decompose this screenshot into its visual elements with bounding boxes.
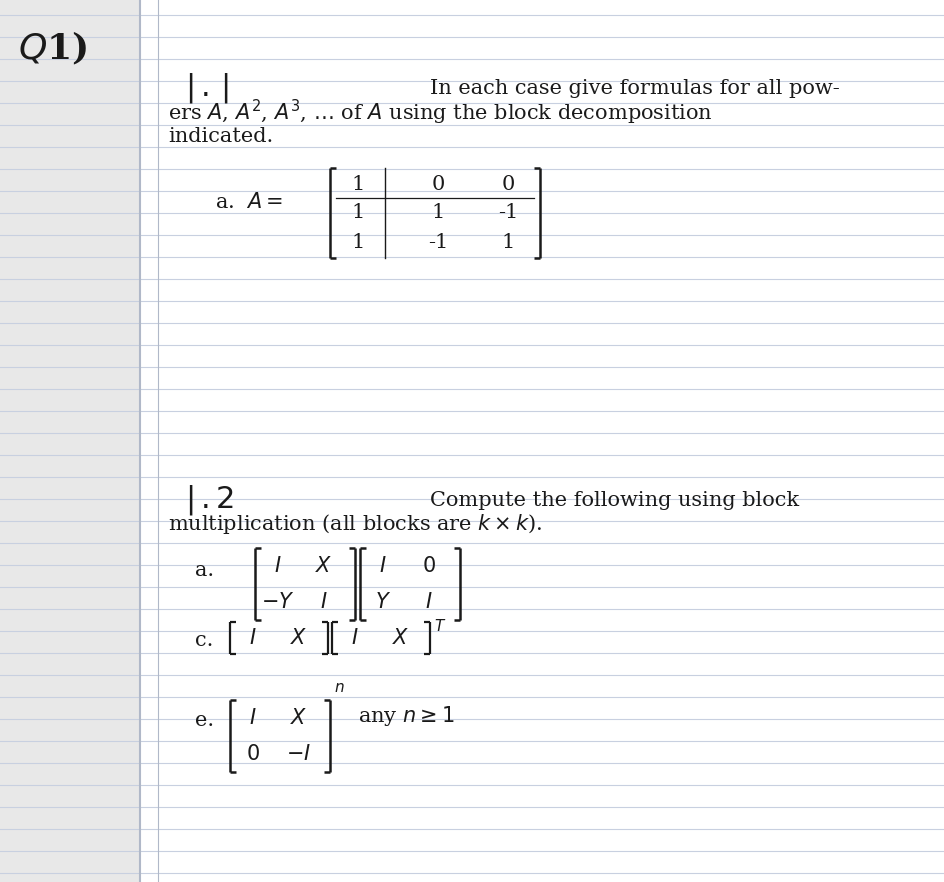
Text: $I$: $I$ [320, 592, 328, 612]
Text: indicated.: indicated. [168, 126, 273, 146]
Text: e.: e. [195, 711, 214, 729]
Text: 1: 1 [351, 233, 364, 251]
Text: 1: 1 [431, 204, 445, 222]
Text: 1: 1 [351, 204, 364, 222]
Text: 1: 1 [351, 176, 364, 195]
Text: any $n \geq 1$: any $n \geq 1$ [358, 704, 455, 728]
Text: $I$: $I$ [379, 556, 387, 576]
Text: 0: 0 [431, 176, 445, 195]
Bar [0, 0, 140, 882]
Text: $Q$1): $Q$1) [18, 29, 88, 66]
Text: $0$: $0$ [422, 556, 436, 576]
Text: -1: -1 [497, 204, 518, 222]
Text: $I$: $I$ [425, 592, 432, 612]
Text: a.  $A =$: a. $A =$ [215, 192, 283, 212]
Text: $-Y$: $-Y$ [261, 592, 295, 612]
Text: $X$: $X$ [315, 556, 333, 576]
Text: $\vert\,.2$: $\vert\,.2$ [185, 483, 234, 517]
Text: Compute the following using block: Compute the following using block [430, 490, 800, 510]
Text: a.: a. [195, 560, 214, 579]
Text: 0: 0 [501, 176, 514, 195]
Text: $I$: $I$ [351, 628, 359, 648]
Text: $I$: $I$ [249, 708, 257, 728]
Text: $\vert\,.\,\vert$: $\vert\,.\,\vert$ [185, 71, 229, 105]
Text: multiplication (all blocks are $k \times k$).: multiplication (all blocks are $k \times… [168, 512, 543, 536]
Text: $-I$: $-I$ [286, 744, 312, 764]
Bar [140, 0, 944, 882]
Text: 1: 1 [501, 233, 514, 251]
Text: $Y$: $Y$ [375, 592, 391, 612]
Text: $X$: $X$ [290, 628, 308, 648]
Text: ers $A$, $A^2$, $A^3$, $\ldots$ of $A$ using the block decomposition: ers $A$, $A^2$, $A^3$, $\ldots$ of $A$ u… [168, 97, 713, 127]
Text: $0$: $0$ [246, 744, 260, 764]
Text: In each case give formulas for all pow-: In each case give formulas for all pow- [430, 78, 840, 98]
Text: $X$: $X$ [290, 708, 308, 728]
Text: c.: c. [195, 631, 213, 649]
Text: $I$: $I$ [249, 628, 257, 648]
Text: $T$: $T$ [434, 618, 447, 634]
Text: -1: -1 [428, 233, 448, 251]
Text: $X$: $X$ [392, 628, 410, 648]
Text: $I$: $I$ [274, 556, 282, 576]
Text: $n$: $n$ [334, 681, 345, 695]
